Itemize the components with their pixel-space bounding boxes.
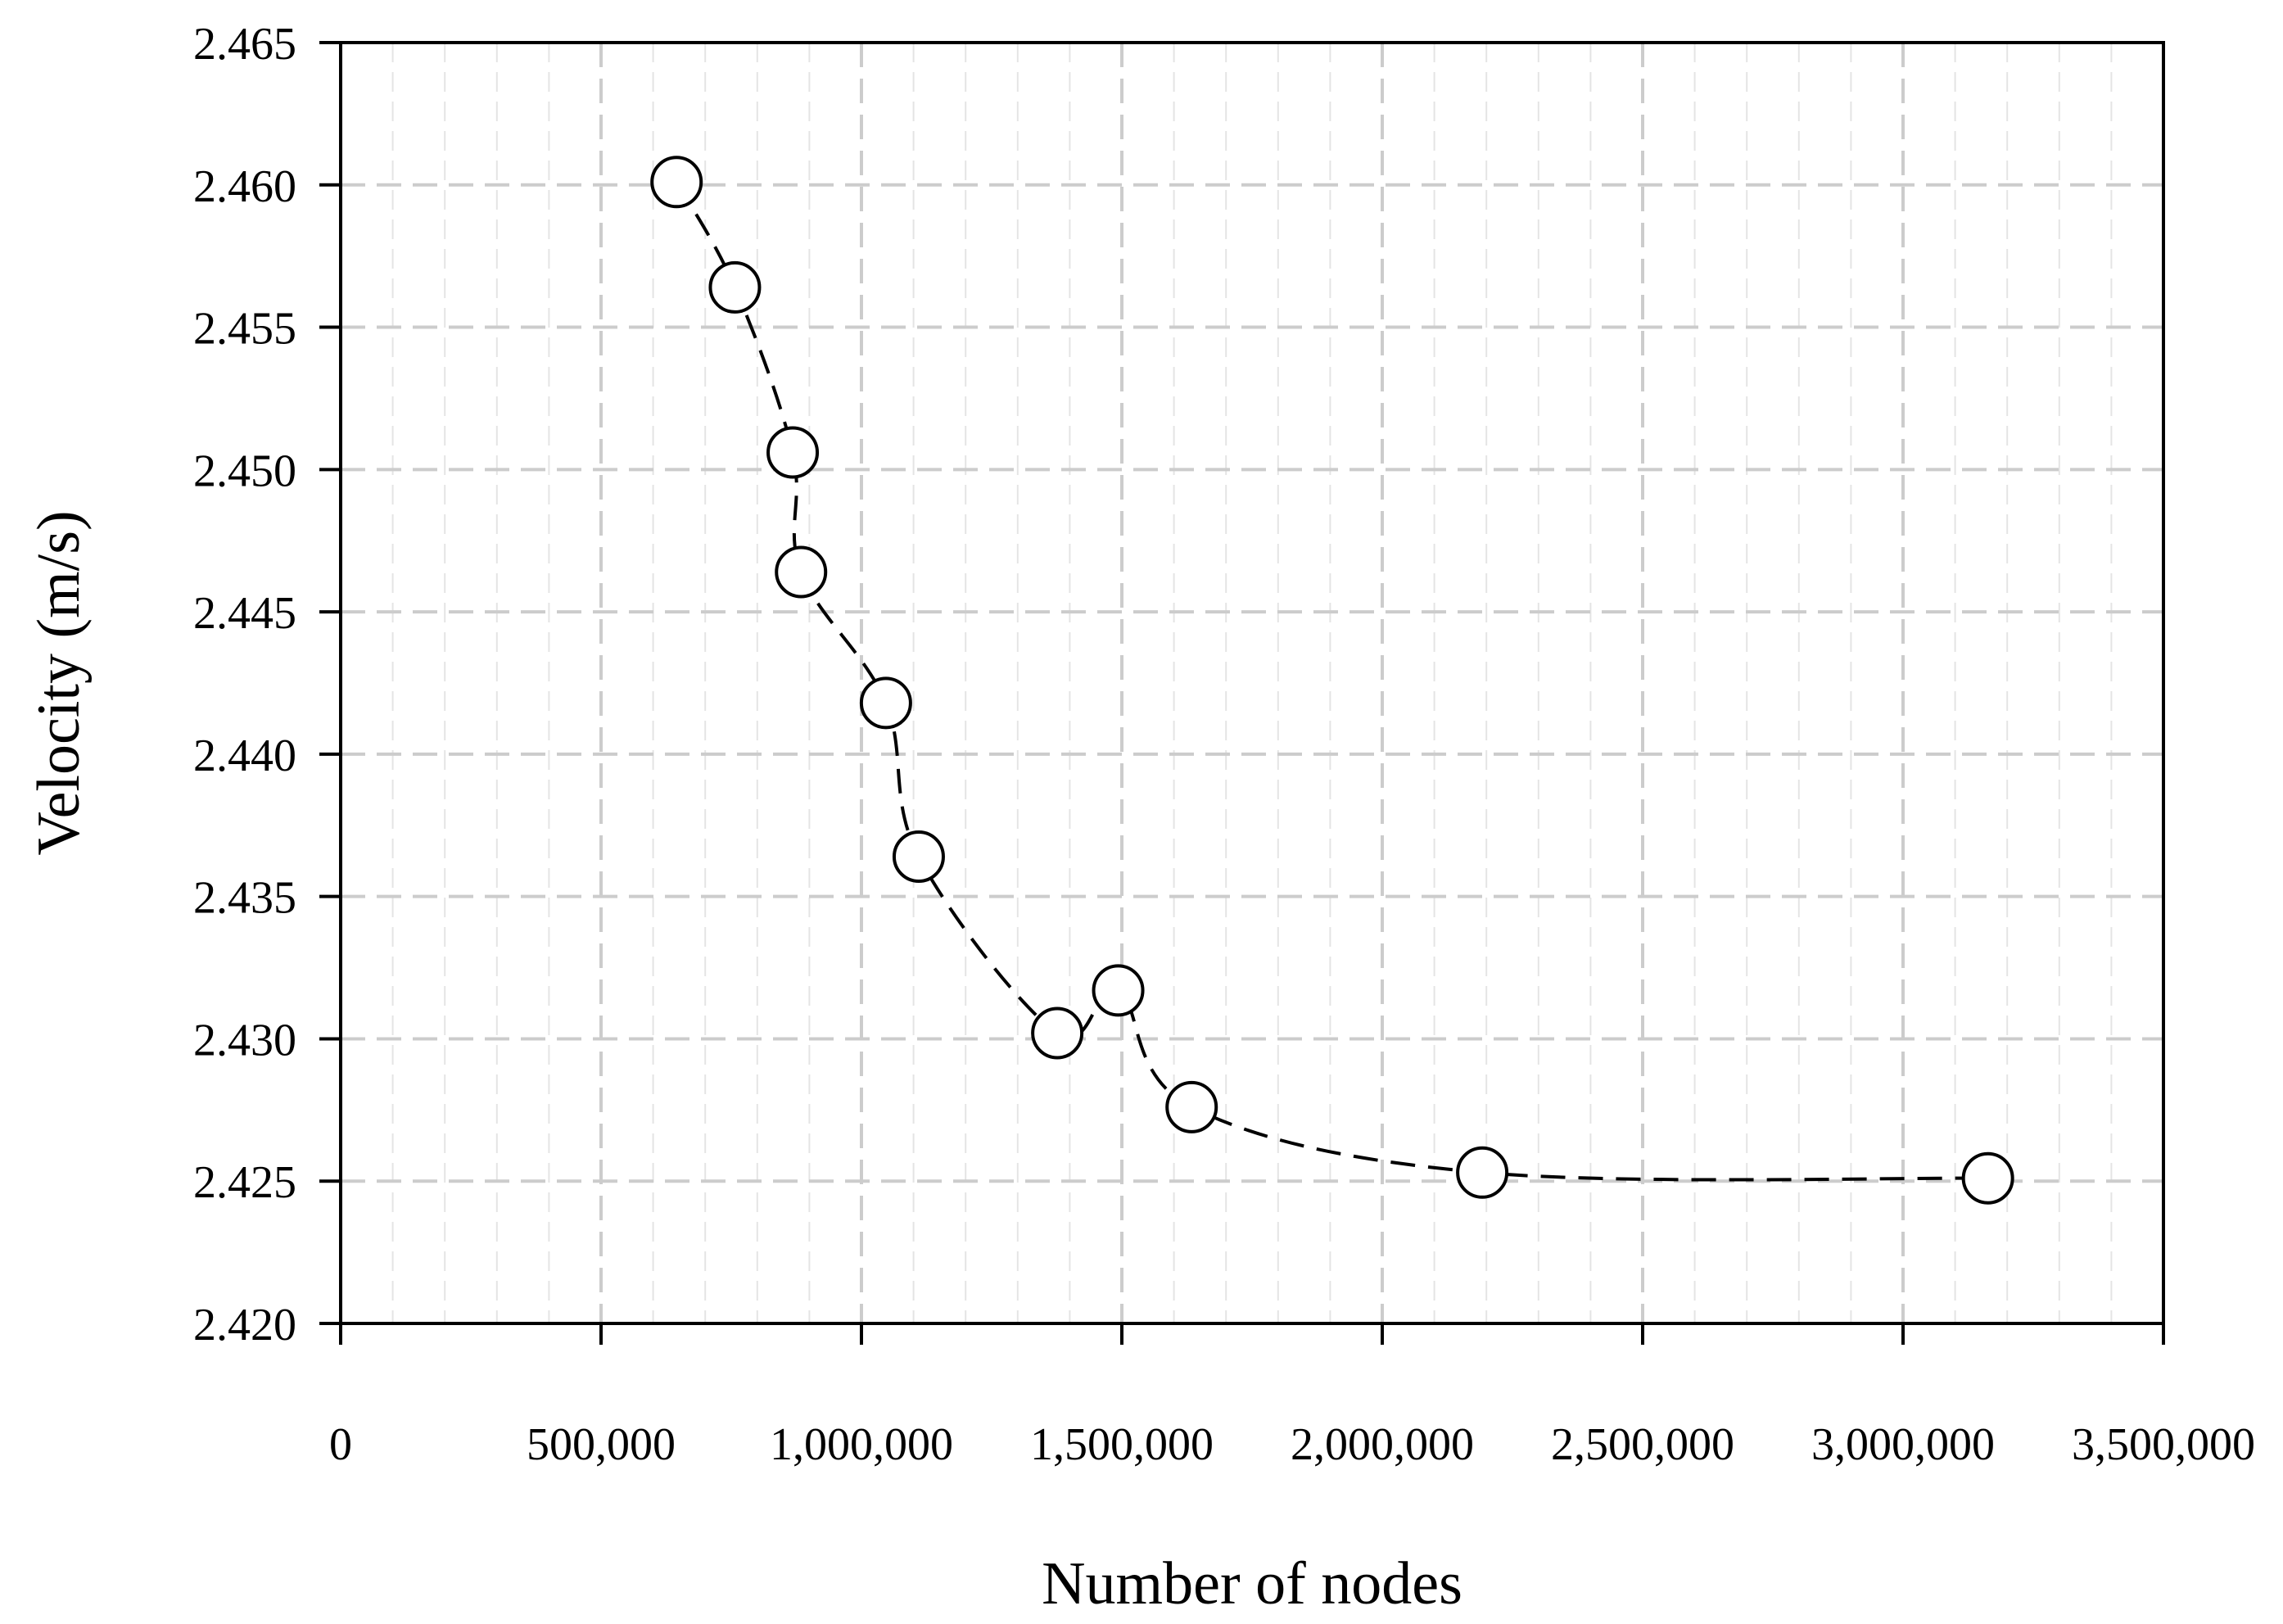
y-tick-label: 2.460 [193, 161, 296, 212]
data-point [1031, 1007, 1084, 1060]
data-point [775, 545, 828, 599]
x-tick-label: 3,500,000 [2072, 1419, 2255, 1470]
data-point [892, 830, 945, 884]
series-line [675, 181, 1988, 1182]
x-tick-label: 500,000 [527, 1419, 676, 1470]
data-point [1165, 1080, 1218, 1133]
x-axis-title: Number of nodes [1042, 1550, 1462, 1617]
y-axis-title: Velocity (m/s) [25, 510, 93, 855]
data-point [708, 260, 762, 314]
y-tick-label: 2.425 [193, 1157, 296, 1208]
data-point [859, 676, 912, 730]
y-tick-label: 2.440 [193, 731, 296, 781]
y-tick-label: 2.435 [193, 873, 296, 924]
plot-area-frame [339, 41, 2165, 1325]
data-point [1456, 1146, 1509, 1199]
x-tick-label: 3,000,000 [1811, 1419, 1995, 1470]
x-tick-label: 1,000,000 [770, 1419, 953, 1470]
series-layer [650, 156, 2014, 1205]
x-tick-label: 2,000,000 [1291, 1419, 1474, 1470]
data-point [1092, 964, 1145, 1017]
y-tick-label: 2.465 [193, 19, 296, 70]
y-tick-label: 2.430 [193, 1015, 296, 1065]
tick-layer: 0 500,000 1,000,000 1,500,000 2,000,000 2,500… [193, 19, 2255, 1470]
data-point [650, 156, 703, 209]
y-tick-label: 2.445 [193, 588, 296, 639]
y-tick-label: 2.455 [193, 304, 296, 355]
x-tick-label: 1,500,000 [1030, 1419, 1214, 1470]
x-tick-label: 2,500,000 [1551, 1419, 1734, 1470]
x-tick-label: 0 [329, 1419, 352, 1470]
y-tick-label: 2.420 [193, 1300, 296, 1350]
grid-layer [341, 43, 2163, 1323]
y-tick-label: 2.450 [193, 446, 296, 496]
data-point [766, 426, 820, 479]
data-point [1961, 1151, 2014, 1205]
